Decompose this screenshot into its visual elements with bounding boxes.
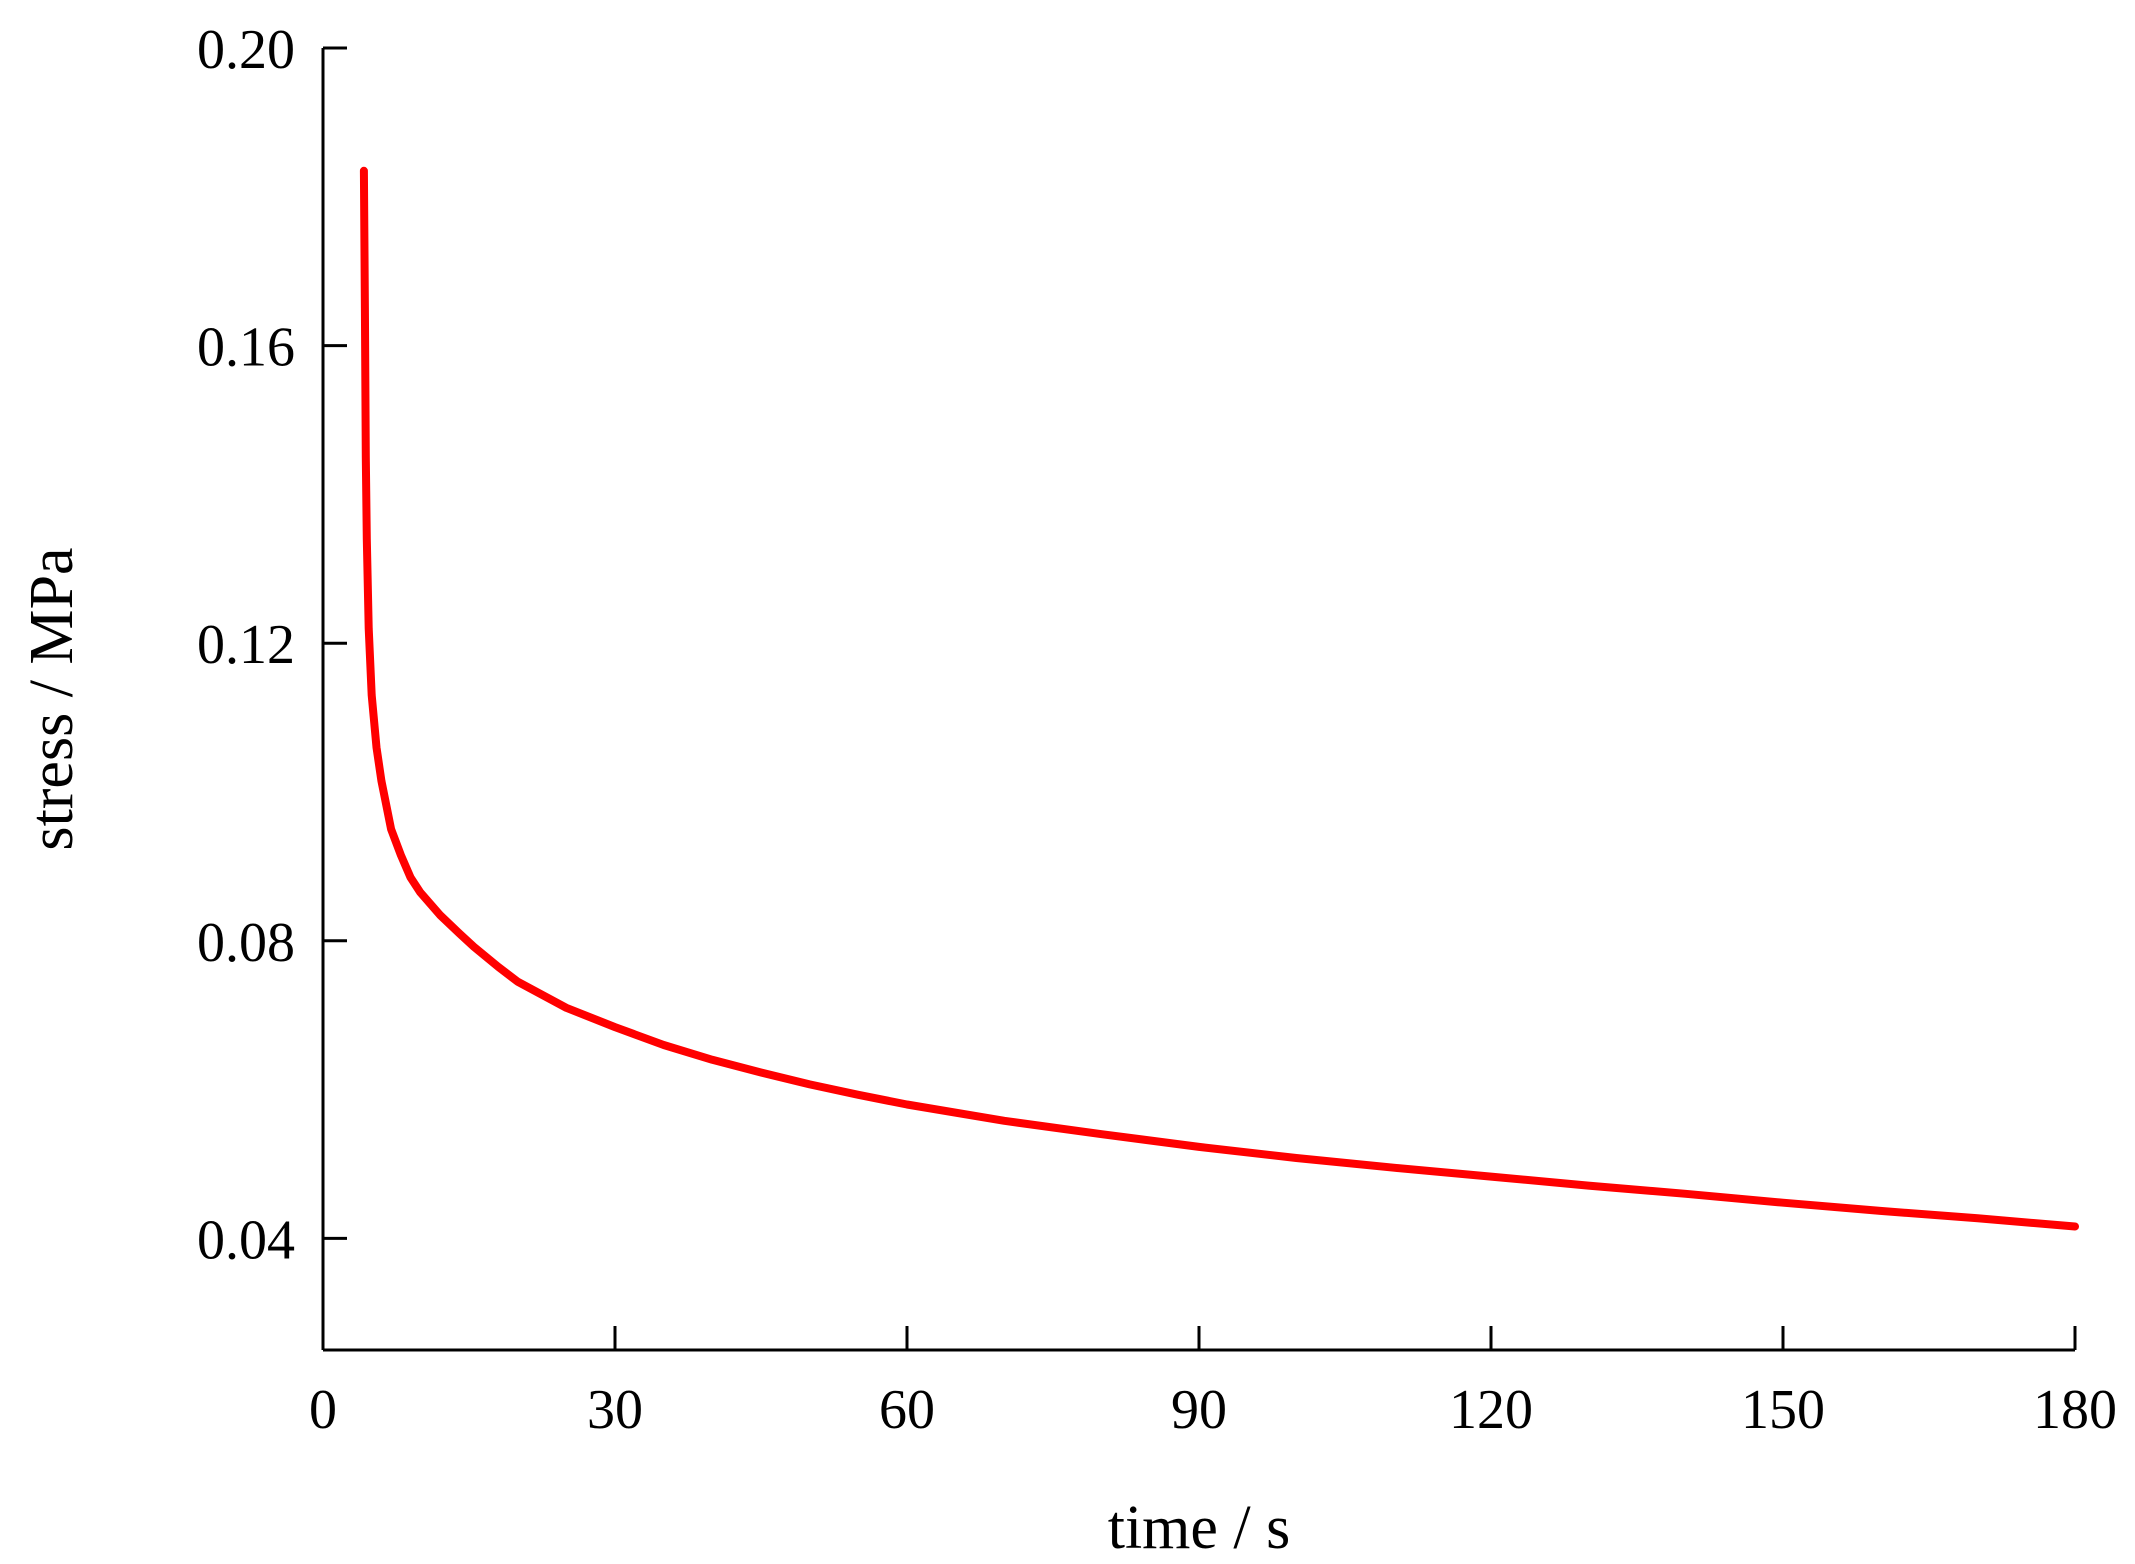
x-tick-label: 180 (2033, 1379, 2117, 1441)
axes (321, 48, 2075, 1352)
x-tick-label: 150 (1741, 1379, 1825, 1441)
x-tick-label: 90 (1171, 1379, 1227, 1441)
plot-area (359, 166, 2079, 1231)
y-tick-label: 0.04 (197, 1209, 295, 1271)
x-tick-label: 30 (587, 1379, 643, 1441)
x-tick-label: 60 (879, 1379, 935, 1441)
y-tick-label: 0.16 (197, 317, 295, 379)
x-tick-label: 120 (1449, 1379, 1533, 1441)
x-axis-title: time / s (1108, 1494, 1291, 1562)
stress-series-line (359, 166, 2079, 1231)
y-tick-label: 0.20 (197, 19, 295, 81)
y-tick-label: 0.12 (197, 614, 295, 676)
x-tick-label: 0 (309, 1379, 337, 1441)
y-ticks: 0.04 0.08 0.12 0.16 0.20 (197, 19, 347, 1271)
x-ticks: 0 30 60 90 120 150 180 (309, 1326, 2117, 1441)
y-tick-label: 0.08 (197, 912, 295, 974)
y-axis-title: stress / MPa (18, 547, 86, 850)
